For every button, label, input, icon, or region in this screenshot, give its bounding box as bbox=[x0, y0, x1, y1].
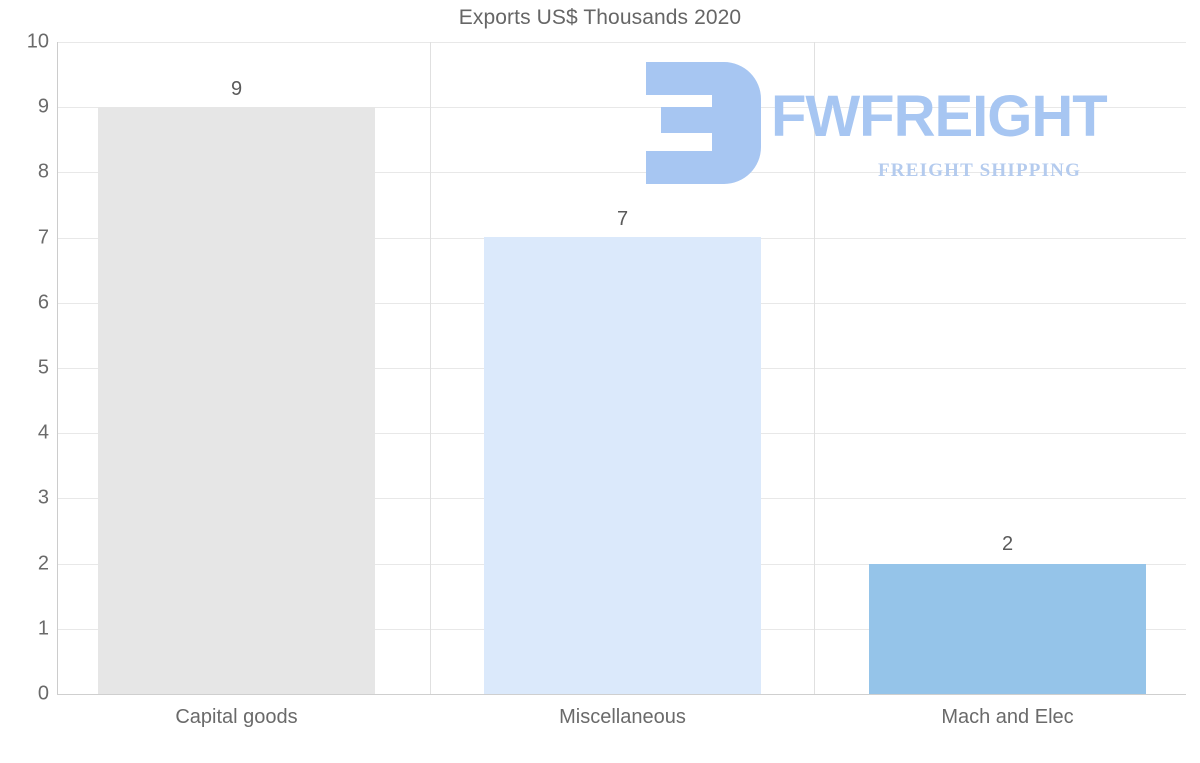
gridline-vertical bbox=[814, 42, 815, 694]
y-axis-line bbox=[57, 42, 58, 695]
y-tick-label: 7 bbox=[37, 226, 49, 249]
x-tick-label-miscellaneous: Miscellaneous bbox=[559, 706, 686, 728]
bar-value-label: 2 bbox=[1001, 533, 1014, 555]
x-tick-label-mach-and-elec: Mach and Elec bbox=[941, 706, 1074, 728]
gridline-horizontal bbox=[57, 107, 1186, 109]
y-tick-label: 2 bbox=[37, 552, 49, 575]
y-tick-label: 4 bbox=[37, 421, 49, 444]
gridline-horizontal bbox=[57, 172, 1186, 174]
bar-value-label: 9 bbox=[230, 78, 243, 100]
bar-capital-goods[interactable] bbox=[98, 107, 375, 694]
x-axis-line bbox=[57, 694, 1186, 695]
y-tick-label: 9 bbox=[37, 95, 49, 118]
y-axis-ticks: 10 9 8 7 6 5 4 3 2 1 0 bbox=[0, 0, 49, 763]
y-tick-label: 10 bbox=[26, 30, 49, 53]
y-tick-label: 0 bbox=[37, 682, 49, 705]
gridline-horizontal bbox=[57, 42, 1186, 43]
y-tick-label: 5 bbox=[37, 356, 49, 379]
bar-miscellaneous[interactable] bbox=[484, 237, 761, 694]
y-tick-label: 1 bbox=[37, 617, 49, 640]
bar-value-label: 7 bbox=[616, 208, 629, 230]
bar-mach-and-elec[interactable] bbox=[869, 564, 1146, 694]
y-tick-label: 3 bbox=[37, 486, 49, 509]
y-tick-label: 6 bbox=[37, 291, 49, 314]
chart-title: Exports US$ Thousands 2020 bbox=[458, 6, 742, 29]
y-tick-label: 8 bbox=[37, 160, 49, 183]
x-tick-label-capital-goods: Capital goods bbox=[175, 706, 298, 728]
gridline-vertical bbox=[430, 42, 431, 694]
